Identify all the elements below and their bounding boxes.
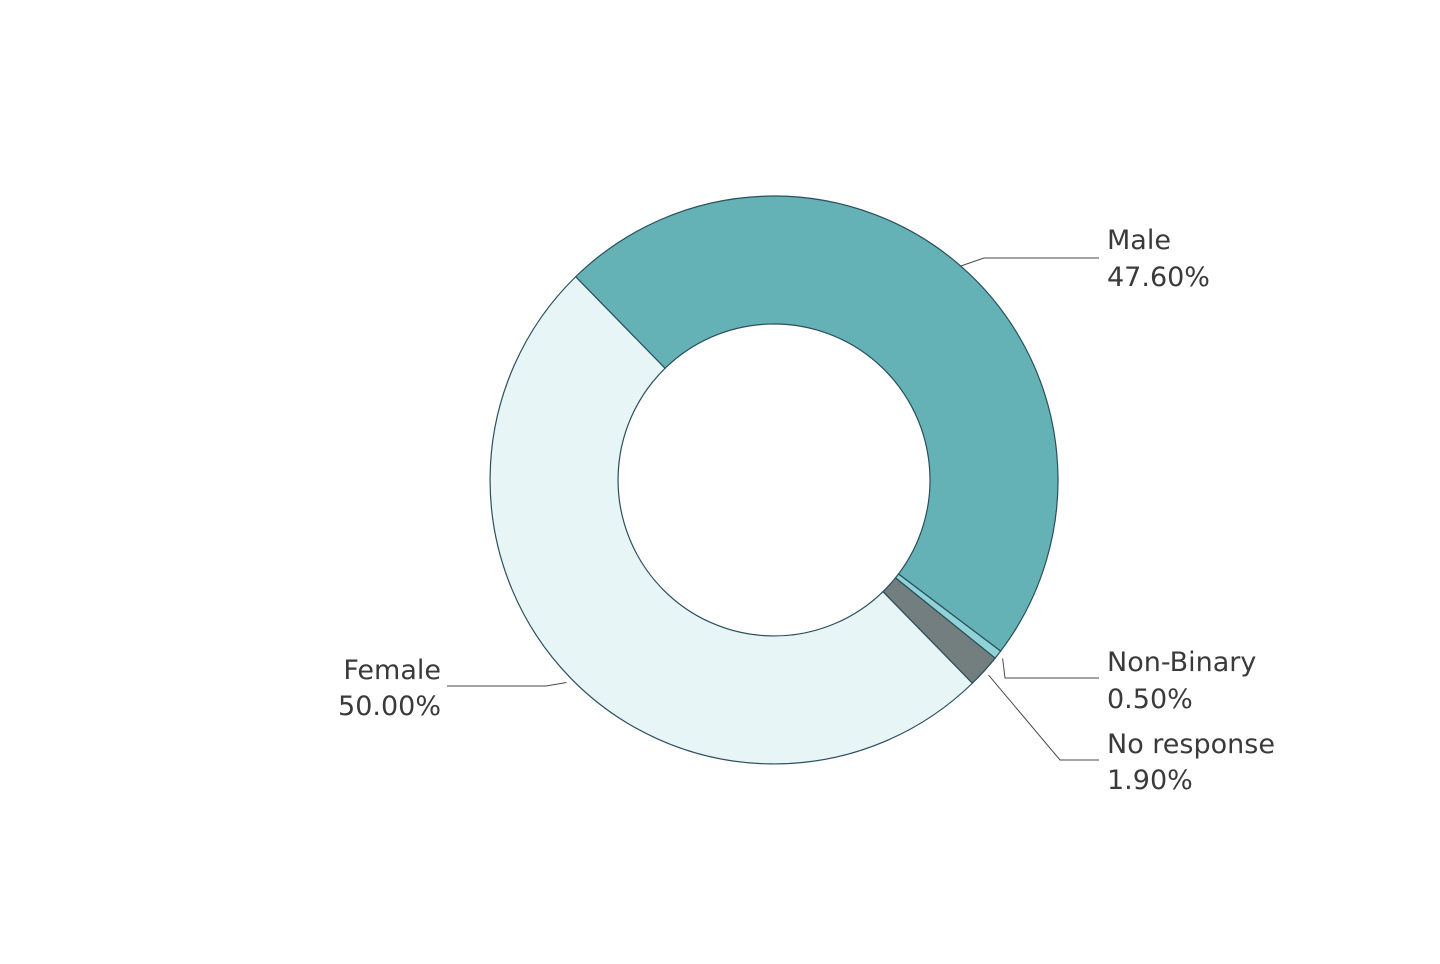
slice-value-male: 47.60% [1107, 262, 1210, 293]
leader-line-male [959, 257, 1099, 267]
leader-line-non-binary [1002, 658, 1099, 679]
slice-value-non-binary: 0.50% [1107, 684, 1193, 715]
slice-label-non-binary: Non-Binary [1107, 647, 1256, 678]
slice-female [489, 275, 974, 765]
slice-value-female: 50.00% [338, 691, 441, 722]
slice-value-no-response: 1.90% [1107, 765, 1193, 796]
leader-line-female [447, 682, 567, 687]
slices-layer [489, 195, 1059, 765]
leader-lines-layer [447, 257, 1099, 761]
slice-labels-layer: Male 47.60% Non-Binary 0.50% No response 1.90… [338, 225, 1275, 796]
leader-line-no-response [988, 674, 1099, 761]
slice-label-no-response: No response [1107, 729, 1275, 760]
slice-label-female: Female [343, 655, 441, 686]
slice-male [574, 195, 1059, 652]
slice-label-male: Male [1107, 225, 1171, 256]
